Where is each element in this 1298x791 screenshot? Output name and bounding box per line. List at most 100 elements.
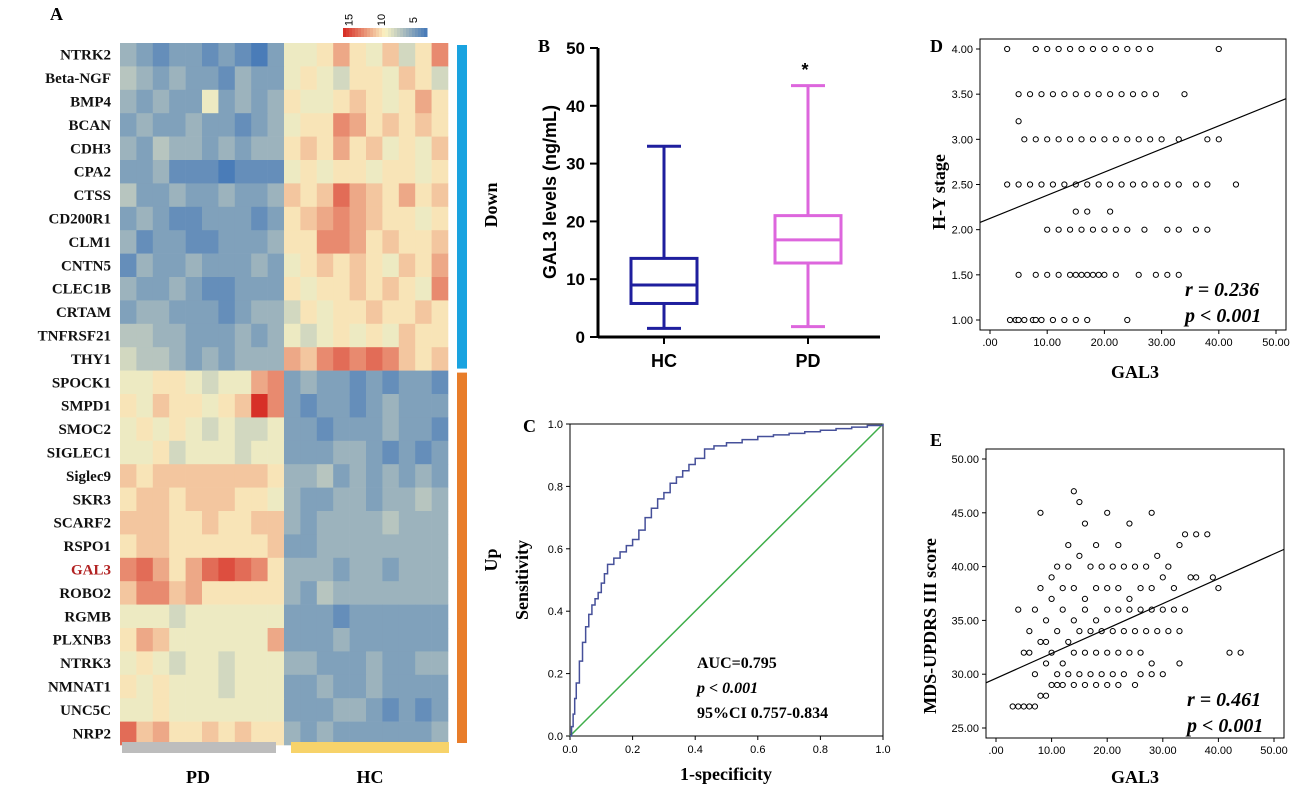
heatmap-cell [284,89,301,114]
heatmap-cell [382,253,400,278]
heatmap-cell [185,628,203,652]
scatter-e-point [1042,638,1050,646]
heatmap-cell [300,464,318,488]
heatmap-cell [185,651,203,676]
heatmap-cell [398,277,416,301]
heatmap-cell [234,230,252,254]
scatter-d-point [1061,316,1068,324]
scatter-e-point [1076,498,1083,506]
heatmap-cell [333,698,350,722]
heatmap-row-label: SMOC2 [59,422,112,438]
heatmap-cell [251,113,268,137]
heatmap-cell [349,604,367,629]
heatmap-cell [382,206,400,231]
heatmap-cell [234,206,252,231]
heatmap-cell [202,89,219,114]
heatmap-cell [169,511,186,535]
scatter-e-point [1092,649,1100,656]
heatmap-group-bars [122,45,467,753]
heatmap-cell [316,511,334,535]
scatter-e-point [1076,628,1083,635]
heatmap-cell [218,698,236,722]
heatmap-cell [136,347,154,371]
heatmap-cell [398,206,416,231]
heatmap-cell [284,160,301,184]
scatter-e-point [1098,563,1105,570]
scatter-e-point [1159,606,1166,613]
heatmap-cell [431,417,449,442]
heatmap-cell [398,440,416,465]
heatmap-row-label: UNC5C [60,703,111,719]
heatmap-cell [120,628,137,652]
heatmap-cell [366,721,383,746]
heatmap-cell [251,440,268,465]
scatter-d-point [1072,271,1079,278]
heatmap-cell [333,230,350,254]
heatmap-cell [366,206,383,231]
heatmap-cell [333,300,350,325]
heatmap-cell [333,557,350,582]
heatmap-cell [169,464,186,488]
heatmap-cell [431,183,449,208]
scatter-d-point [1135,45,1142,53]
heatmap-cell [415,206,432,231]
scatter-e-point [1131,563,1139,570]
colorbar-tick-labels: 15 10 5 [343,14,420,26]
heatmap-cell [349,253,367,278]
heatmap-cell [382,440,400,465]
heatmap-cell [366,253,383,278]
scatter-e-point [1104,649,1111,656]
heatmap-cell [136,698,154,722]
scatter-d-point [1141,181,1148,188]
heatmap-cell [136,511,154,535]
heatmap-cell [382,323,400,348]
roc-auc-annotation: AUC=0.795 [697,655,777,672]
heatmap-cell [398,370,416,395]
heatmap-cell [382,160,400,184]
scatter-d-point [1141,91,1148,98]
scatter-d-point [1107,208,1114,215]
heatmap-cell [202,464,219,488]
colorbar-swatch [424,28,428,37]
heatmap-cell [284,628,301,652]
heatmap-cell [366,534,383,559]
scatter-d-point [1061,91,1068,98]
up-group-bar [457,372,467,743]
colorbar-swatch [400,28,404,37]
colorbar-swatch [418,28,422,37]
heatmap-cell [120,464,137,488]
heatmap-cell [415,440,432,465]
scatter-e-point [1087,563,1094,570]
heatmap-cell [316,440,334,465]
heatmap-cell [267,370,285,395]
heatmap-cell [218,604,236,629]
scatter-e-point [1120,671,1127,678]
heatmap-row-label: BCAN [68,118,111,134]
heatmap-cell [382,230,400,254]
scatter-d-point [1129,181,1137,188]
heatmap-cell [169,206,186,231]
heatmap-cell [398,581,416,605]
heatmap-cell [169,183,186,208]
colorbar-swatch [346,28,350,37]
scatter-e-y-tick-label: 40.00 [951,562,979,574]
heatmap-cell [169,417,186,442]
heatmap-cell [202,628,219,652]
heatmap-cell [316,417,334,442]
scatter-e-point [1070,681,1077,689]
heatmap-cell [120,417,137,442]
heatmap-cell [120,581,137,605]
heatmap-cell [169,253,186,278]
roc-frame [569,423,884,737]
heatmap-cell [234,464,252,488]
heatmap-cell [349,698,367,722]
heatmap-row-label: Siglec9 [66,469,111,485]
heatmap-cell [366,277,383,301]
heatmap-cell [120,113,137,137]
heatmap-cell [415,160,432,184]
scatter-e-point [1204,531,1211,538]
scatter-d-point [1032,271,1039,278]
heatmap-cell [169,300,186,325]
heatmap-cell [120,230,137,254]
